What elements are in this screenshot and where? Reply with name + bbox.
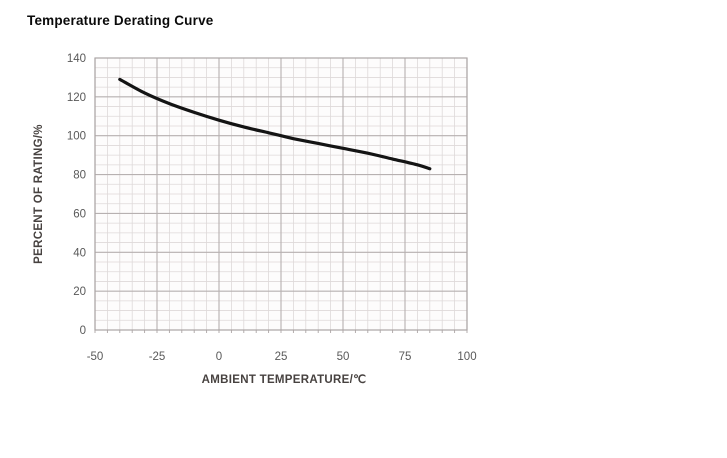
- x-tick-label: 75: [399, 351, 412, 363]
- chart-title: Temperature Derating Curve: [27, 13, 214, 28]
- y-tick-label: 40: [73, 247, 86, 259]
- x-tick-label: 50: [337, 351, 350, 363]
- y-tick-label: 100: [67, 131, 86, 143]
- y-tick-label: 120: [67, 92, 86, 104]
- y-tick-label: 60: [73, 208, 86, 220]
- x-tick-label: -50: [87, 351, 104, 363]
- y-tick-label: 140: [67, 53, 86, 65]
- y-tick-label: 0: [80, 325, 86, 337]
- x-tick-label: 25: [275, 351, 288, 363]
- x-tick-label: 100: [457, 351, 476, 363]
- xaxis-title: AMBIENT TEMPERATURE/℃: [202, 373, 367, 386]
- x-tick-label: -25: [149, 351, 166, 363]
- y-tick-label: 80: [73, 170, 86, 182]
- x-tick-label: 0: [216, 351, 222, 363]
- derating-curve: [118, 77, 432, 171]
- yaxis-title: PERCENT OF RATING/%: [33, 124, 45, 264]
- y-tick-label: 20: [73, 286, 86, 298]
